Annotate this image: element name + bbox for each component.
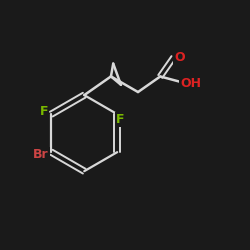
Text: O: O — [174, 50, 185, 64]
Text: F: F — [116, 112, 125, 126]
Text: F: F — [40, 105, 48, 118]
Text: OH: OH — [180, 77, 201, 90]
Text: Br: Br — [33, 148, 49, 161]
